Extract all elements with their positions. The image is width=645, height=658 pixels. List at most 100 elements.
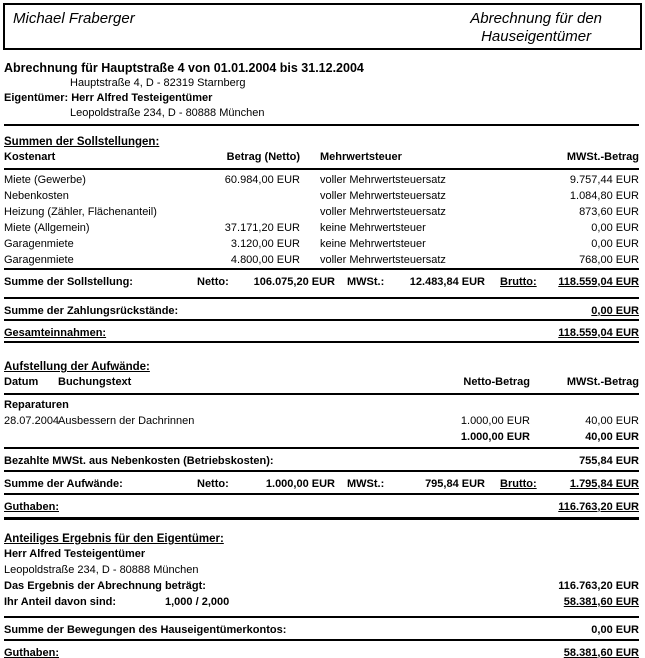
col-mwst-betrag: MWSt.-Betrag — [566, 376, 639, 388]
cell-mwst: 0,00 EUR — [591, 222, 639, 234]
anteil-label: Ihr Anteil davon sind: — [4, 596, 117, 608]
table-row: Heizung (Zähler, Flächenanteil) voller M… — [4, 204, 639, 220]
netto-value: 1.000,00 EUR — [265, 477, 335, 490]
cell-mwst: 0,00 EUR — [591, 238, 639, 250]
guthaben-label: Guthaben: — [4, 500, 59, 513]
aufwand-group-label: Reparaturen — [4, 399, 69, 411]
divider-thick — [4, 517, 639, 520]
gesamteinnahmen-row: Gesamteinnahmen: 118.559,04 EUR — [4, 325, 639, 340]
aufwaende-summe-row: Summe der Aufwände: Netto: 1.000,00 EUR … — [4, 476, 639, 491]
mwst-value: 12.483,84 EUR — [409, 275, 485, 288]
letterhead-box: Michael Fraberger Abrechnung für den Hau… — [3, 3, 642, 50]
group-sum-mwst: 40,00 EUR — [585, 431, 639, 443]
gesamteinnahmen-value: 118.559,04 EUR — [558, 326, 639, 339]
cell-betrag: 60.984,00 EUR — [224, 174, 300, 186]
sollstellungen-heading: Summen der Sollstellungen: — [4, 136, 160, 148]
ergebnis-label: Das Ergebnis der Abrechnung beträgt: — [4, 580, 206, 592]
divider — [4, 168, 639, 170]
cell-betrag: 3.120,00 EUR — [230, 238, 300, 250]
cell-steuer: keine Mehrwertsteuer — [320, 222, 426, 234]
cell-kostenart: Garagenmiete — [4, 238, 74, 250]
divider — [4, 470, 639, 472]
cell-datum: 28.07.2004 — [4, 415, 60, 427]
final-guthaben-row: Guthaben: 58.381,60 EUR — [4, 645, 639, 658]
divider — [4, 393, 639, 395]
sollstellungen-table-body: Miete (Gewerbe) 60.984,00 EUR voller Meh… — [4, 172, 639, 268]
report-title: Abrechnung für Hauptstraße 4 von 01.01.2… — [4, 61, 364, 75]
netto-label: Netto: — [197, 477, 229, 490]
anteil-ratio: 1,000 / 2,000 — [165, 596, 230, 608]
cell-mwst: 9.757,44 EUR — [569, 174, 639, 186]
ergebnis-row: Das Ergebnis der Abrechnung beträgt: 116… — [4, 578, 639, 594]
anteil-share-row: Ihr Anteil davon sind: 1,000 / 2,000 58.… — [4, 594, 639, 610]
divider — [4, 493, 639, 495]
document-title-line2: Hauseigentümer — [481, 28, 592, 46]
brutto-label: Brutto: — [500, 477, 537, 490]
group-sum-netto: 1.000,00 EUR — [460, 431, 530, 443]
cell-steuer: voller Mehrwertsteuersatz — [320, 206, 446, 218]
cell-steuer: voller Mehrwertsteuersatz — [320, 254, 446, 266]
aufwand-group-sum-row: 1.000,00 EUR 40,00 EUR — [4, 429, 639, 445]
brutto-value: 118.559,04 EUR — [558, 275, 639, 288]
bezahlte-mwst-row: Bezahlte MWSt. aus Nebenkosten (Betriebs… — [4, 453, 639, 468]
mwst-value: 795,84 EUR — [425, 477, 485, 490]
cell-steuer: voller Mehrwertsteuersatz — [320, 174, 446, 186]
anteil-owner-name: Herr Alfred Testeigentümer — [4, 548, 146, 560]
kontobewegungen-value: 0,00 EUR — [591, 623, 639, 636]
cell-kostenart: Heizung (Zähler, Flächenanteil) — [4, 206, 157, 218]
author-name: Michael Fraberger — [13, 10, 135, 27]
report-content: Abrechnung für Hauptstraße 4 von 01.01.2… — [0, 61, 645, 658]
bezahlte-mwst-label: Bezahlte MWSt. aus Nebenkosten (Betriebs… — [4, 454, 274, 467]
divider — [4, 124, 639, 126]
cell-kostenart: Miete (Allgemein) — [4, 222, 90, 234]
table-row: Miete (Allgemein) 37.171,20 EUR keine Me… — [4, 220, 639, 236]
netto-label: Netto: — [197, 275, 229, 288]
gesamteinnahmen-label: Gesamteinnahmen: — [4, 326, 107, 339]
cell-mwst: 873,60 EUR — [579, 206, 639, 218]
final-guthaben-value: 58.381,60 EUR — [563, 646, 639, 658]
cell-betrag: 37.171,20 EUR — [224, 222, 300, 234]
summe-label: Summe der Aufwände: — [4, 477, 123, 490]
anteil-value: 58.381,60 EUR — [563, 596, 639, 608]
cell-netto: 1.000,00 EUR — [460, 415, 530, 427]
aufwaende-column-header: Datum Buchungstext Netto-Betrag MWSt.-Be… — [4, 374, 639, 390]
divider — [4, 616, 639, 618]
divider — [4, 297, 639, 299]
cell-betrag: 4.800,00 EUR — [230, 254, 300, 266]
document-title: Abrechnung für den Hauseigentümer — [470, 10, 602, 48]
cell-mwst: 1.084,80 EUR — [569, 190, 639, 202]
netto-value: 106.075,20 EUR — [253, 275, 335, 288]
table-row: Garagenmiete 3.120,00 EUR keine Mehrwert… — [4, 236, 639, 252]
cell-kostenart: Miete (Gewerbe) — [4, 174, 86, 186]
cell-kostenart: Garagenmiete — [4, 254, 74, 266]
ergebnis-value: 116.763,20 EUR — [558, 580, 639, 592]
table-row: Garagenmiete 4.800,00 EUR voller Mehrwer… — [4, 252, 639, 268]
kontobewegungen-label: Summe der Bewegungen des Hauseigentümerk… — [4, 623, 287, 636]
mwst-label: MWSt.: — [347, 477, 385, 490]
property-address: Hauptstraße 4, D - 82319 Starnberg — [70, 76, 246, 89]
divider — [4, 447, 639, 449]
cell-mwst: 40,00 EUR — [585, 415, 639, 427]
zahlungsrueckstaende-label: Summe der Zahlungsrückstände: — [4, 304, 179, 317]
divider — [4, 268, 639, 270]
bezahlte-mwst-value: 755,84 EUR — [579, 454, 639, 467]
col-betrag-netto: Betrag (Netto) — [226, 151, 300, 163]
anteil-heading: Anteiliges Ergebnis für den Eigentümer: — [4, 533, 224, 545]
owner-line: Eigentümer: Herr Alfred Testeigentümer — [4, 91, 213, 104]
document-title-line1: Abrechnung für den — [470, 10, 602, 27]
col-kostenart: Kostenart — [4, 151, 56, 163]
mwst-label: MWSt.: — [347, 275, 385, 288]
col-mehrwertsteuer: Mehrwertsteuer — [320, 151, 402, 163]
aufwaende-heading: Aufstellung der Aufwände: — [4, 361, 150, 373]
col-netto-betrag: Netto-Betrag — [463, 376, 530, 388]
cell-steuer: voller Mehrwertsteuersatz — [320, 190, 446, 202]
kontobewegungen-row: Summe der Bewegungen des Hauseigentümerk… — [4, 622, 639, 637]
zahlungsrueckstaende-row: Summe der Zahlungsrückstände: 0,00 EUR — [4, 303, 639, 318]
final-guthaben-label: Guthaben: — [4, 646, 59, 658]
guthaben-row: Guthaben: 116.763,20 EUR — [4, 499, 639, 514]
cell-buchungstext: Ausbessern der Dachrinnen — [58, 415, 195, 427]
divider — [4, 341, 639, 343]
brutto-value: 1.795,84 EUR — [569, 477, 639, 490]
table-row: Nebenkosten voller Mehrwertsteuersatz 1.… — [4, 188, 639, 204]
